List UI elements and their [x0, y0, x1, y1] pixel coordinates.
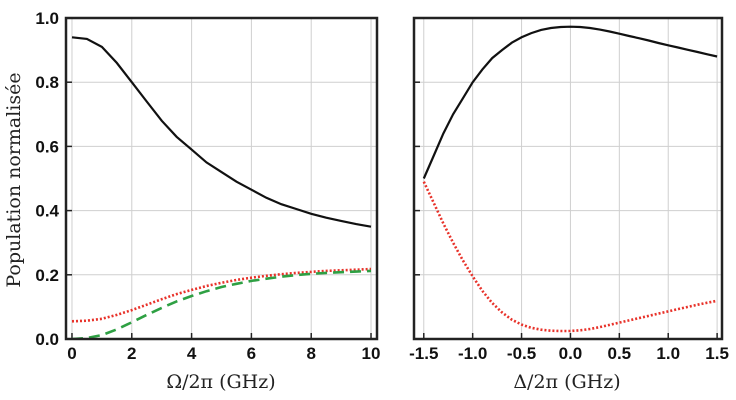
right-x-tick-label: -0.5: [507, 344, 536, 363]
left-plot-panel: 0 2 4 6 8 10 0.0 0.2 0.4 0.6 0.8 1.0: [35, 9, 380, 363]
right-x-tick-label: 1.0: [656, 344, 680, 363]
left-x-tick-label: 0: [67, 344, 76, 363]
right-x-tick-label: -1.0: [458, 344, 487, 363]
right-x-tick-label: 0.5: [608, 344, 632, 363]
y-tick-label: 0.6: [35, 137, 59, 156]
y-tick-label: 0.8: [35, 73, 59, 92]
left-plot-frame: [64, 16, 379, 341]
y-tick-label: 0.4: [35, 202, 59, 221]
left-series-0-line: [71, 36, 372, 228]
right-x-tick-label: -1.5: [409, 344, 438, 363]
y-tick-label: 1.0: [35, 9, 59, 28]
left-x-axis-label: Ω/2π (GHz): [166, 371, 275, 393]
y-tick-label: 0.0: [35, 330, 59, 349]
left-x-tick-label: 4: [187, 344, 197, 363]
right-x-tick-label: 1.5: [705, 344, 729, 363]
left-series-1-line: [71, 267, 372, 323]
left-series-2-line: [71, 269, 372, 339]
left-x-tick-label: 8: [306, 344, 315, 363]
right-series-1-line: [422, 181, 718, 333]
left-x-tick-label: 2: [127, 344, 136, 363]
left-x-tick-label: 10: [362, 344, 381, 363]
right-series-0-line: [422, 25, 718, 179]
right-plot-panel: -1.5 -1.0 -0.5 0.0 0.5 1.0 1.5: [409, 16, 729, 363]
right-x-tick-label: 0.0: [559, 344, 583, 363]
left-x-tick-label: 6: [247, 344, 256, 363]
right-plot-frame: [412, 16, 724, 341]
right-x-axis-label: Δ/2π (GHz): [513, 371, 620, 393]
shared-y-axis-label: Population normalisée: [3, 72, 25, 287]
y-tick-label: 0.2: [35, 266, 59, 285]
